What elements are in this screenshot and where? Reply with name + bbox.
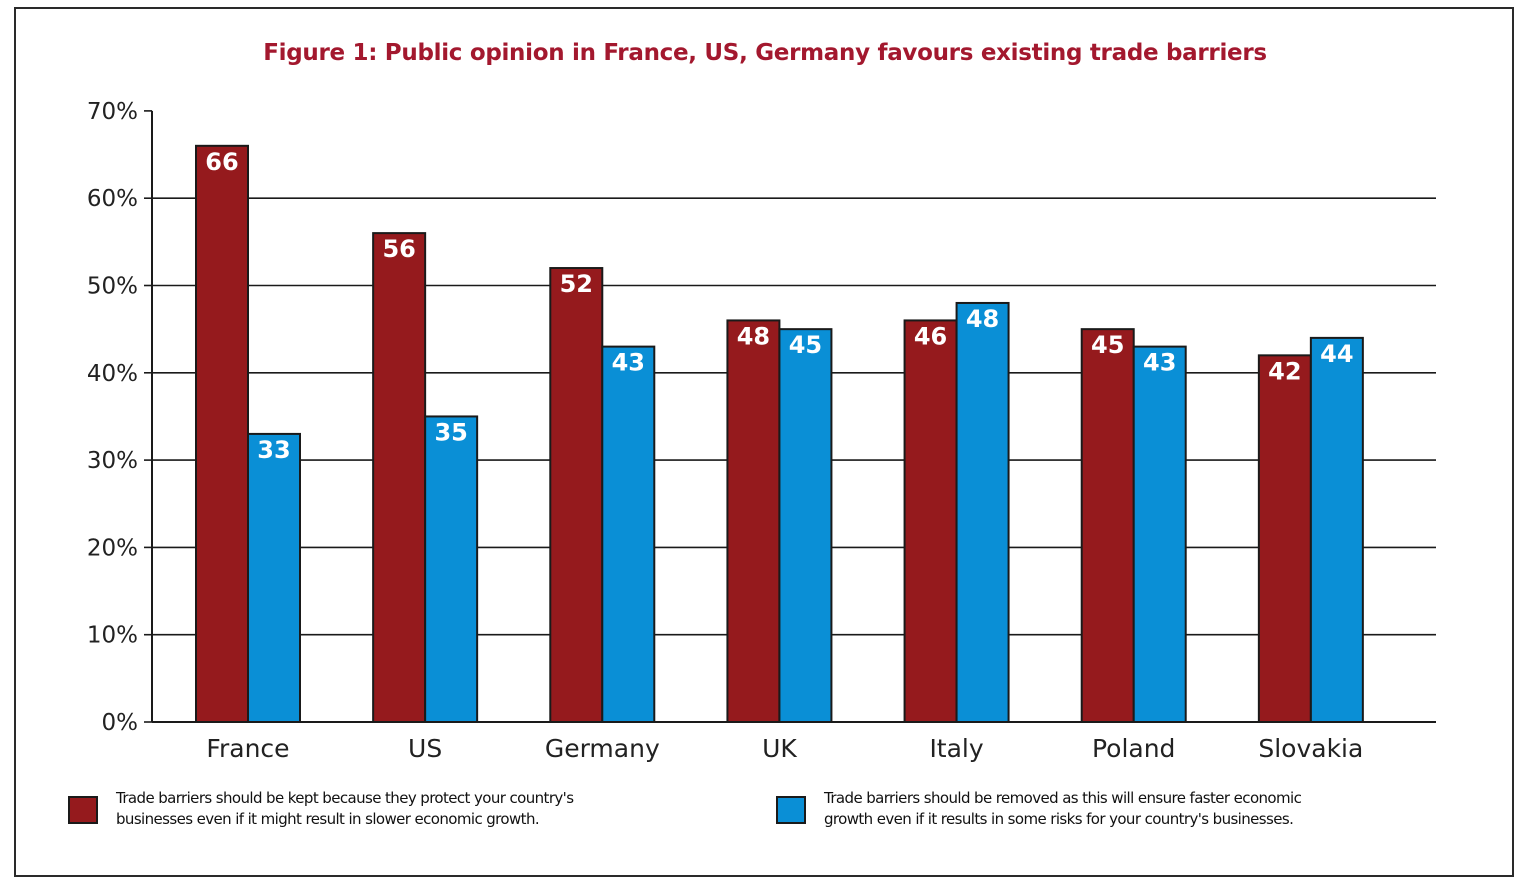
legend-label-remove: Trade barriers should be removed as this… bbox=[824, 788, 1302, 830]
bar bbox=[549, 267, 604, 723]
x-tick-label: France bbox=[206, 734, 289, 763]
x-tick-label: Poland bbox=[1092, 734, 1175, 763]
bar bbox=[903, 319, 958, 723]
legend-line: growth even if it results in some risks … bbox=[824, 810, 1294, 828]
legend-item-remove: Trade barriers should be removed as this… bbox=[776, 788, 1302, 830]
legend-line: Trade barriers should be kept because th… bbox=[116, 789, 574, 807]
legend-label-keep: Trade barriers should be kept because th… bbox=[116, 788, 574, 830]
bar-chart: 0% 10% 20% 30% 40% 50% 60% 70% 66 33 France 56 35 US 5… bbox=[87, 99, 1436, 763]
bar bbox=[601, 345, 656, 723]
data-label: 46 bbox=[914, 322, 947, 350]
y-tick-label: 30% bbox=[87, 448, 138, 474]
bar bbox=[1080, 328, 1135, 723]
bar bbox=[1257, 354, 1312, 723]
data-label: 45 bbox=[1091, 331, 1124, 359]
bar bbox=[247, 432, 301, 723]
legend-item-keep: Trade barriers should be kept because th… bbox=[68, 788, 574, 830]
data-label: 45 bbox=[789, 331, 822, 359]
bar bbox=[372, 232, 427, 723]
y-tick-label: 0% bbox=[102, 710, 139, 736]
chart-title: Figure 1: Public opinion in France, US, … bbox=[263, 40, 1267, 66]
x-tick-label: Slovakia bbox=[1258, 734, 1363, 763]
bar bbox=[726, 319, 781, 723]
legend-swatch-keep bbox=[68, 796, 98, 824]
bar bbox=[1132, 345, 1187, 723]
y-tick-label: 70% bbox=[87, 99, 138, 125]
bar bbox=[955, 301, 1010, 723]
y-tick-label: 20% bbox=[87, 535, 138, 561]
legend-swatch-remove bbox=[776, 796, 806, 824]
data-label: 52 bbox=[560, 270, 593, 298]
x-tick-label: Germany bbox=[545, 734, 660, 763]
legend-line: businesses even if it might result in sl… bbox=[116, 810, 540, 828]
data-label: 48 bbox=[966, 305, 999, 333]
data-label: 56 bbox=[382, 235, 415, 263]
legend-line: Trade barriers should be removed as this… bbox=[824, 789, 1302, 807]
bar bbox=[424, 415, 479, 723]
data-label: 43 bbox=[1143, 349, 1176, 377]
bar bbox=[195, 144, 249, 723]
data-label: 33 bbox=[257, 436, 290, 464]
data-label: 48 bbox=[737, 322, 770, 350]
data-label: 43 bbox=[612, 349, 645, 377]
y-tick-label: 60% bbox=[87, 186, 138, 212]
y-tick-label: 10% bbox=[87, 623, 138, 649]
data-label: 66 bbox=[205, 148, 238, 176]
bar bbox=[778, 328, 833, 723]
x-tick-label: US bbox=[408, 734, 442, 763]
y-tick-label: 40% bbox=[87, 361, 138, 387]
x-tick-label: UK bbox=[762, 734, 797, 763]
data-label: 35 bbox=[434, 418, 467, 446]
bar bbox=[1309, 336, 1364, 723]
data-label: 42 bbox=[1268, 357, 1301, 385]
y-tick-label: 50% bbox=[87, 274, 138, 300]
data-label: 44 bbox=[1320, 340, 1353, 368]
x-tick-label: Italy bbox=[929, 734, 983, 763]
